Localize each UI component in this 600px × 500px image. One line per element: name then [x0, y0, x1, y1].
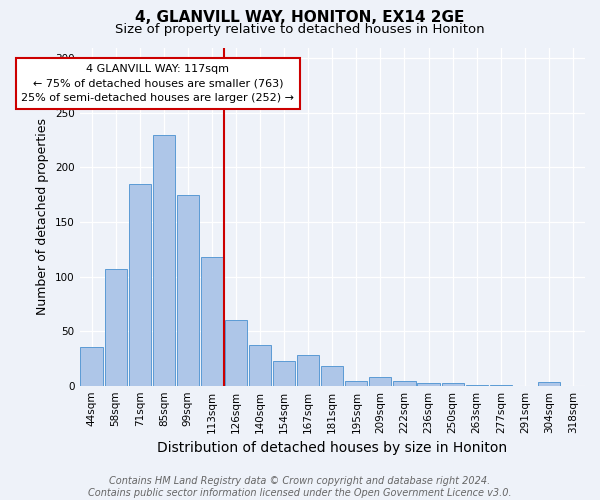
X-axis label: Distribution of detached houses by size in Honiton: Distribution of detached houses by size …	[157, 441, 508, 455]
Text: 4, GLANVILL WAY, HONITON, EX14 2GE: 4, GLANVILL WAY, HONITON, EX14 2GE	[136, 10, 464, 25]
Bar	[370, 377, 391, 386]
Bar	[104, 269, 127, 386]
Text: 4 GLANVILL WAY: 117sqm
← 75% of detached houses are smaller (763)
25% of semi-de: 4 GLANVILL WAY: 117sqm ← 75% of detached…	[21, 64, 294, 104]
Y-axis label: Number of detached properties: Number of detached properties	[37, 118, 49, 315]
Bar	[321, 366, 343, 386]
Bar	[442, 384, 464, 386]
Bar	[153, 135, 175, 386]
Bar	[201, 257, 223, 386]
Text: Size of property relative to detached houses in Honiton: Size of property relative to detached ho…	[115, 22, 485, 36]
Bar	[466, 384, 488, 386]
Bar	[225, 320, 247, 386]
Bar	[418, 384, 440, 386]
Bar	[394, 382, 416, 386]
Bar	[297, 355, 319, 386]
Bar	[538, 382, 560, 386]
Bar	[80, 348, 103, 386]
Bar	[128, 184, 151, 386]
Bar	[249, 346, 271, 386]
Bar	[490, 384, 512, 386]
Text: Contains HM Land Registry data © Crown copyright and database right 2024.
Contai: Contains HM Land Registry data © Crown c…	[88, 476, 512, 498]
Bar	[345, 382, 367, 386]
Bar	[177, 195, 199, 386]
Bar	[273, 360, 295, 386]
